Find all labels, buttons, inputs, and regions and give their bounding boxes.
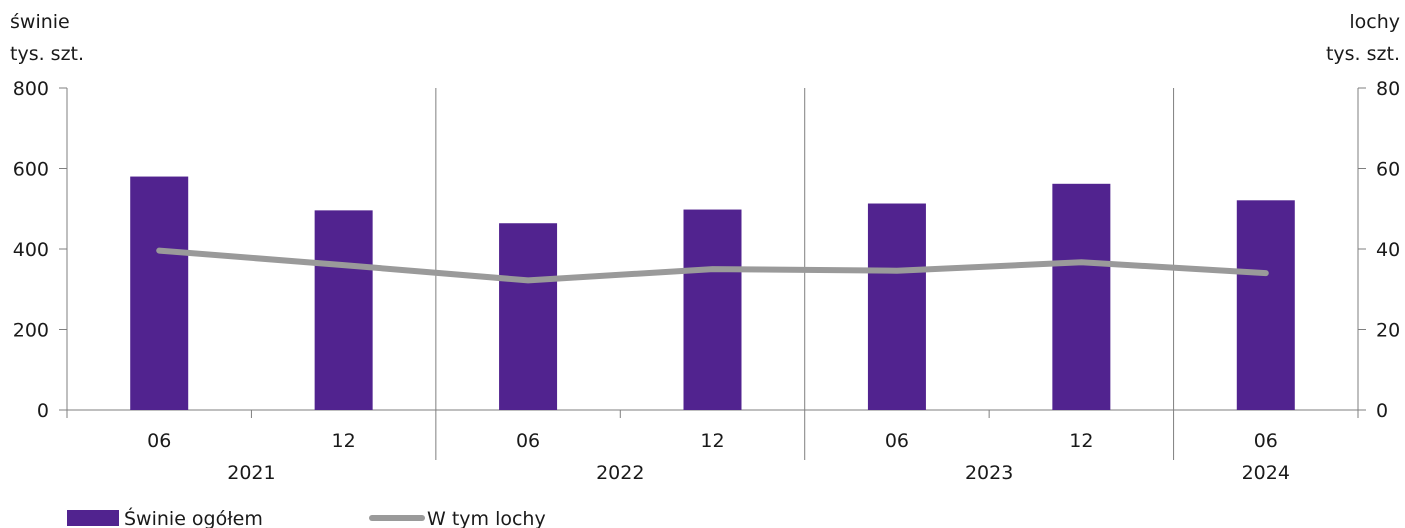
line-lochy [156,247,1269,284]
category-label: 12 [1069,430,1093,452]
right-axis-tick-label: 0 [1376,400,1388,422]
category-label: 12 [700,430,724,452]
bar-swinie [499,223,558,410]
left-axis-title-line1: świnie [10,11,70,33]
right-axis-title-line2: tys. szt. [1326,43,1400,65]
year-label: 2021 [227,462,275,484]
left-axis-tick-label: 600 [13,159,49,181]
category-label: 06 [516,430,540,452]
bar-swinie [1236,200,1295,410]
bar-swinie [867,203,926,410]
right-axis-title-line1: lochy [1349,11,1400,33]
category-label: 12 [332,430,356,452]
left-axis-tick-label: 800 [13,78,49,100]
bar-swinie [314,210,373,410]
year-label: 2024 [1242,462,1290,484]
left-axis-tick-label: 200 [13,320,49,342]
legend-label-swinie: Świnie ogółem [124,506,263,528]
bar-swinie [130,176,189,410]
year-label: 2022 [596,462,644,484]
legend: Świnie ogółem W tym lochy [67,506,546,528]
right-axis-tick-label: 60 [1376,159,1400,181]
bar-swinie [683,209,742,410]
category-label: 06 [885,430,909,452]
right-axis-tick-label: 20 [1376,320,1400,342]
legend-swatch-swinie [67,510,119,526]
left-axis-tick-label: 400 [13,239,49,261]
left-axis-title-line2: tys. szt. [10,43,84,65]
category-label: 06 [147,430,171,452]
right-axis-tick-label: 40 [1376,239,1400,261]
legend-label-lochy: W tym lochy [427,508,546,528]
right-axis-tick-label: 80 [1376,78,1400,100]
bar-swinie [1052,183,1111,410]
left-axis-tick-label: 0 [37,400,49,422]
year-label: 2023 [965,462,1013,484]
category-label: 06 [1254,430,1278,452]
plot-area: 0 200 400 600 800 0 20 40 60 80 06 12 06 12 06 12 06 2021… [13,78,1400,484]
